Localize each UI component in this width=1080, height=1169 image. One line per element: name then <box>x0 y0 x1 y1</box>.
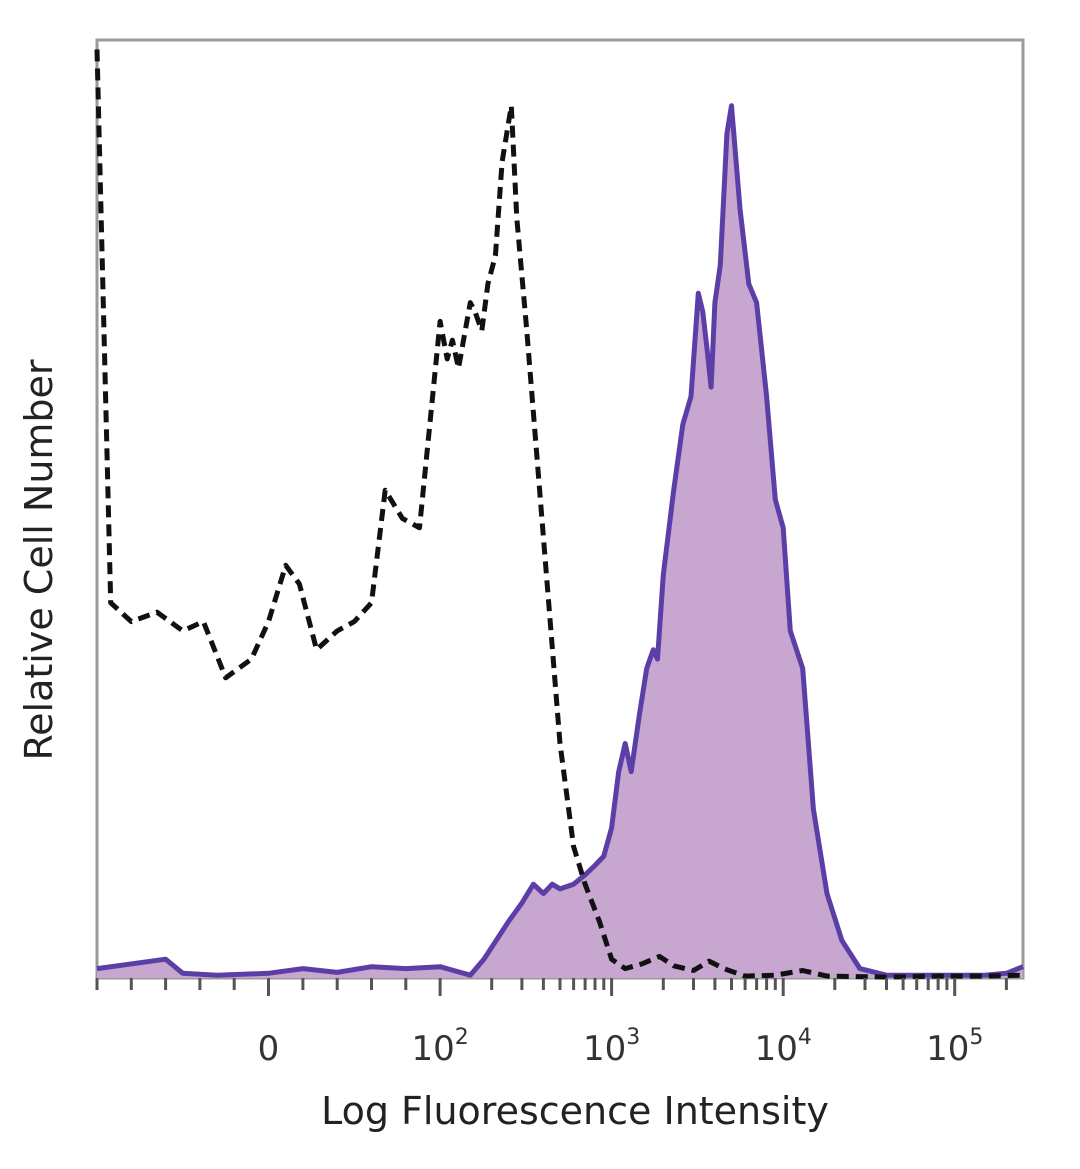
stained-histogram-fill <box>97 105 1023 978</box>
x-tick-labels: 0 102 103 104 105 <box>258 1025 984 1069</box>
x-tick-label: 104 <box>755 1025 812 1069</box>
plot-area <box>94 38 1025 980</box>
x-tick-label: 103 <box>583 1025 640 1069</box>
stained-histogram-line <box>96 103 1024 978</box>
control-histogram-line <box>94 49 1024 980</box>
x-tick-marks <box>95 978 1008 996</box>
x-axis-label: Log Fluorescence Intensity <box>321 1089 829 1133</box>
x-tick-label: 102 <box>411 1025 468 1069</box>
plot-frame <box>95 38 1025 980</box>
x-tick-label: 0 <box>258 1029 280 1069</box>
x-tick-label: 105 <box>926 1025 983 1069</box>
x-axis: 0 102 103 104 105 <box>95 978 1008 1069</box>
y-axis-label: Relative Cell Number <box>17 359 61 760</box>
